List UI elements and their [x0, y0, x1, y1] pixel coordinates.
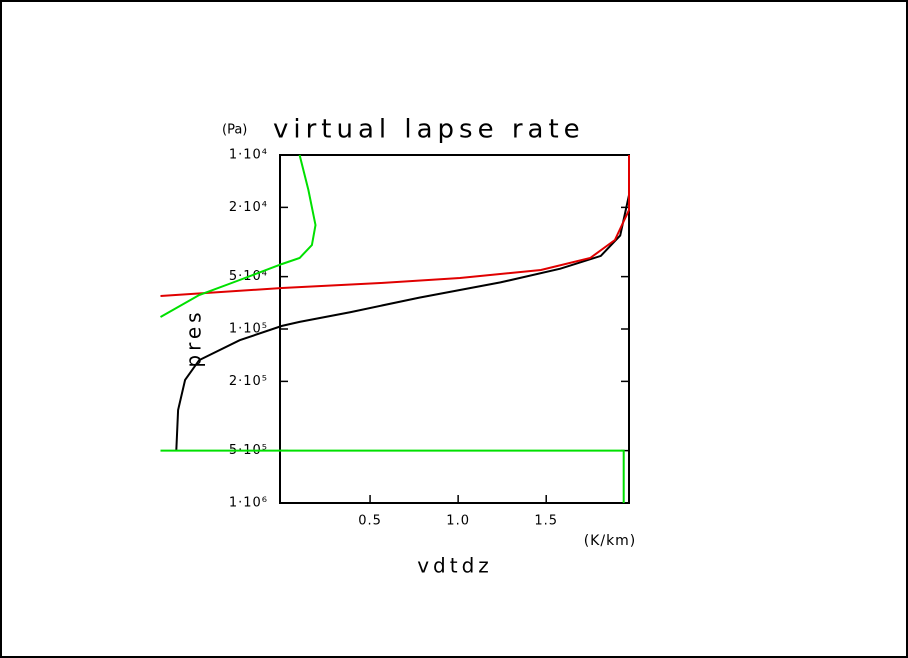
x-tick-label: 1.0 — [446, 514, 470, 529]
line-series — [160, 154, 625, 503]
y-tick-label: 1·10⁵ — [229, 322, 268, 337]
y-tick-label: 2·10⁴ — [229, 200, 268, 215]
x-tick-label: 0.5 — [358, 514, 382, 529]
chart-title: virtual lapse rate — [273, 115, 585, 145]
x-tick-label: 1.5 — [534, 514, 558, 529]
line-series — [175, 155, 630, 451]
y-tick-label: 2·10⁵ — [229, 374, 268, 389]
y-unit: (Pa) — [222, 123, 247, 138]
y-tick-label: 1·10⁴ — [229, 148, 268, 163]
y-tick-label: 1·10⁶ — [229, 496, 268, 511]
y-axis-label: pres — [182, 308, 206, 367]
x-axis-label: vdtdz — [417, 554, 493, 578]
x-unit: (K/km) — [584, 533, 637, 549]
line-series — [160, 155, 630, 297]
